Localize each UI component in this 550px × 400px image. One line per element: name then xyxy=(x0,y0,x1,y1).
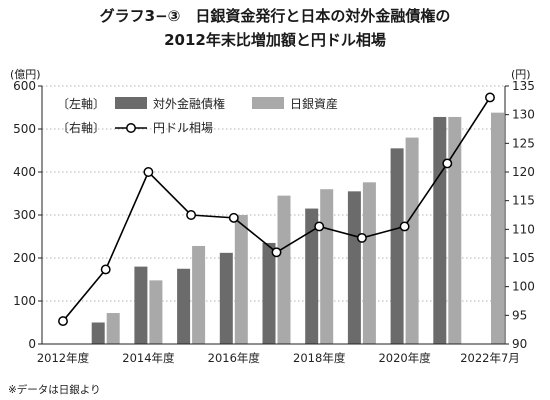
legend-marker-yen-dollar xyxy=(126,123,136,133)
bar-boj-assets xyxy=(277,195,291,344)
line-yen-dollar xyxy=(62,97,491,322)
right-tick-label: 125 xyxy=(512,136,535,150)
legend-label-boj-assets: 日銀資産 xyxy=(290,96,338,111)
line-point-yen-dollar xyxy=(356,232,367,243)
x-tick-label: 2014年度 xyxy=(122,351,175,365)
right-tick-label: 130 xyxy=(512,108,535,122)
right-tick-label: 90 xyxy=(512,337,527,351)
bar-foreign-financial-claims xyxy=(91,322,105,344)
bar-boj-assets xyxy=(320,189,334,344)
bar-foreign-financial-claims xyxy=(262,242,276,344)
bar-boj-assets xyxy=(234,215,248,344)
bar-foreign-financial-claims xyxy=(347,191,361,344)
line-point-yen-dollar xyxy=(186,210,197,220)
footnote: ※データは日銀より xyxy=(8,384,101,396)
line-point-yen-dollar xyxy=(485,92,495,103)
legend-label-foreign-claims: 対外金融債権 xyxy=(153,96,225,111)
bar-foreign-financial-claims xyxy=(390,148,404,344)
bar-boj-assets xyxy=(491,112,504,344)
right-tick-label: 100 xyxy=(512,280,535,294)
bar-foreign-financial-claims xyxy=(134,266,148,344)
left-tick-label: 300 xyxy=(13,208,36,222)
bar-boj-assets xyxy=(362,182,376,344)
right-tick-label: 105 xyxy=(512,251,535,265)
right-tick-label: 95 xyxy=(512,308,527,322)
line-point-yen-dollar xyxy=(271,247,282,258)
legend-swatch-foreign-claims xyxy=(115,97,147,109)
legend-axis-tag-right: 〔右軸〕 xyxy=(57,120,105,135)
left-tick-label: 600 xyxy=(13,79,36,93)
bar-foreign-financial-claims xyxy=(177,268,191,344)
x-tick-label: 2020年度 xyxy=(378,351,431,365)
bar-foreign-financial-claims xyxy=(433,116,447,345)
line-point-yen-dollar xyxy=(100,264,111,275)
right-tick-label: 110 xyxy=(512,222,535,236)
line-point-yen-dollar xyxy=(58,316,68,327)
bar-foreign-financial-claims xyxy=(305,208,319,344)
left-tick-label: 400 xyxy=(13,165,36,179)
bar-boj-assets xyxy=(405,137,419,344)
left-axis-unit: (億円) xyxy=(10,68,41,81)
right-tick-label: 120 xyxy=(512,165,535,179)
left-tick-label: 500 xyxy=(13,122,36,136)
line-point-yen-dollar xyxy=(143,167,154,177)
left-tick-label: 0 xyxy=(28,337,36,351)
left-tick-label: 200 xyxy=(13,251,36,265)
right-tick-label: 115 xyxy=(512,194,535,208)
x-tick-label: 2018年度 xyxy=(293,351,346,365)
right-tick-label: 135 xyxy=(512,79,535,93)
right-axis-unit: (円) xyxy=(511,68,531,81)
line-point-yen-dollar xyxy=(399,221,410,232)
bar-boj-assets xyxy=(106,313,120,344)
line-point-yen-dollar xyxy=(314,221,325,232)
legend-swatch-boj-assets xyxy=(252,97,284,109)
bar-boj-assets xyxy=(192,245,206,344)
left-tick-label: 100 xyxy=(13,294,36,308)
x-tick-label: 2012年度 xyxy=(37,351,90,365)
bar-boj-assets xyxy=(149,280,163,344)
x-tick-label: 2016年度 xyxy=(208,351,261,365)
bar-foreign-financial-claims xyxy=(219,252,233,344)
legend-label-yen-dollar: 円ドル相場 xyxy=(153,121,213,135)
chart-title-line-2: 2012年末比増加額と円ドル相場 xyxy=(164,31,386,49)
line-point-yen-dollar xyxy=(442,158,453,169)
legend-axis-tag-left: 〔左軸〕 xyxy=(57,96,105,111)
bar-boj-assets xyxy=(448,116,462,345)
x-tick-label: 2022年7月 xyxy=(460,351,520,365)
chart-title-line-1: グラフ3−③ 日銀資金発行と日本の対外金融債権の xyxy=(99,7,451,25)
line-point-yen-dollar xyxy=(228,212,239,223)
